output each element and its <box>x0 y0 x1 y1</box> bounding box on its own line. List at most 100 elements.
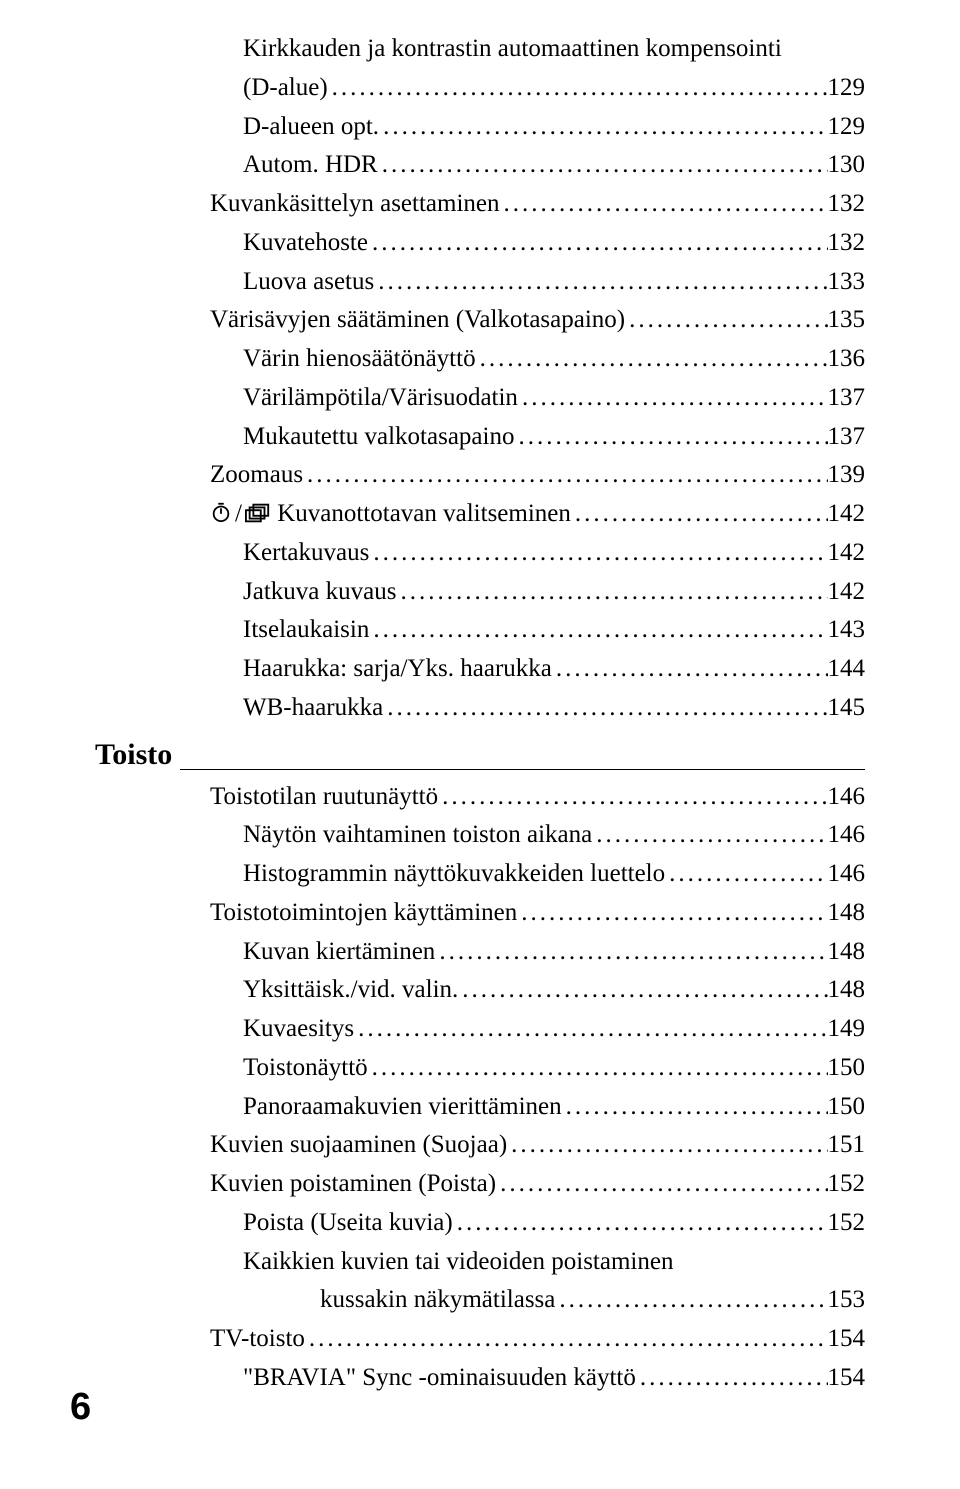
toc-entry-page: 132 <box>828 185 866 224</box>
toc-dots <box>552 650 828 689</box>
toc-entry: Haarukka: sarja/Yks. haarukka144 <box>95 650 865 689</box>
toc-entry-label: Kuvaesitys <box>243 1010 354 1049</box>
toc-entry-label: Värilämpötila/Värisuodatin <box>243 379 518 418</box>
toc-dots <box>378 146 828 185</box>
toc-entry-page: 133 <box>828 263 866 302</box>
toc-entry: Histogrammin näyttökuvakkeiden luettelo1… <box>95 855 865 894</box>
toc-entry: Kertakuvaus 142 <box>95 534 865 573</box>
toc-dots <box>555 1281 827 1320</box>
toc-dots <box>507 1126 827 1165</box>
toc-entry: Autom. HDR130 <box>95 146 865 185</box>
toc-entry-page: 142 <box>828 495 866 534</box>
toc-entry: Itselaukaisin 143 <box>95 611 865 650</box>
toc-dots <box>383 689 827 728</box>
toc-dots <box>665 855 827 894</box>
toc-entry-page: 148 <box>828 894 866 933</box>
section-row: Toisto <box>95 734 865 776</box>
toc-entries-top: Kirkkauden ja kontrastin automaattinen k… <box>95 30 865 728</box>
toc-entry: Näytön vaihtaminen toiston aikana 146 <box>95 816 865 855</box>
toc-entry: Kuvien poistaminen (Poista)152 <box>95 1165 865 1204</box>
toc-entry: kussakin näkymätilassa153 <box>95 1281 865 1320</box>
toc-entry: Kuvien suojaaminen (Suojaa)151 <box>95 1126 865 1165</box>
toc-entry-page: 146 <box>828 816 866 855</box>
toc-page: Kirkkauden ja kontrastin automaattinen k… <box>0 0 960 1398</box>
toc-entry-label: Haarukka: sarja/Yks. haarukka <box>243 650 552 689</box>
toc-entry-page: 143 <box>828 611 866 650</box>
toc-entry-page: 150 <box>828 1049 866 1088</box>
toc-entry-page: 136 <box>828 340 866 379</box>
toc-dots <box>496 1165 827 1204</box>
toc-entry-page: 142 <box>828 573 866 612</box>
toc-dots <box>435 933 827 972</box>
toc-entry: Poista (Useita kuvia) 152 <box>95 1204 865 1243</box>
toc-dots <box>354 1010 827 1049</box>
toc-dots <box>500 185 828 224</box>
toc-entry-label: "BRAVIA" Sync -ominaisuuden käyttö <box>243 1359 636 1398</box>
toc-entry-label: Zoomaus <box>210 456 303 495</box>
toc-dots <box>374 263 827 302</box>
toc-entry: Kuvatehoste 132 <box>95 224 865 263</box>
toc-entry-label: Panoraamakuvien vierittäminen <box>243 1088 562 1127</box>
toc-dots <box>438 778 827 817</box>
toc-entry: Toistotoimintojen käyttäminen 148 <box>95 894 865 933</box>
toc-entry-page: 154 <box>828 1359 866 1398</box>
toc-dots <box>396 573 827 612</box>
toc-dots <box>518 379 828 418</box>
toc-dots <box>625 301 827 340</box>
toc-entry-page: 132 <box>828 224 866 263</box>
section-title: Toisto <box>95 734 180 776</box>
toc-entry-page: 137 <box>828 379 866 418</box>
toc-entry: Toistonäyttö 150 <box>95 1049 865 1088</box>
toc-entry-label: Yksittäisk./vid. valin. <box>243 971 458 1010</box>
page-number: 6 <box>70 1386 91 1429</box>
toc-entry-label: Kirkkauden ja kontrastin automaattinen k… <box>243 30 782 69</box>
toc-entry-page: 148 <box>828 933 866 972</box>
toc-entry: D-alueen opt.129 <box>95 108 865 147</box>
toc-entry: Värin hienosäätönäyttö136 <box>95 340 865 379</box>
toc-dots <box>369 534 827 573</box>
toc-entry-label: Näytön vaihtaminen toiston aikana <box>243 816 592 855</box>
toc-entry-page: 129 <box>828 69 866 108</box>
toc-dots <box>592 816 827 855</box>
toc-entry-page: 152 <box>828 1165 866 1204</box>
toc-entry: Kuvankäsittelyn asettaminen 132 <box>95 185 865 224</box>
toc-entry: Värisävyjen säätäminen (Valkotasapaino) 1… <box>95 301 865 340</box>
toc-entry-page: 153 <box>828 1281 866 1320</box>
toc-entry-label: Jatkuva kuvaus <box>243 573 396 612</box>
toc-entry-label: Kuvankäsittelyn asettaminen <box>210 185 500 224</box>
toc-entry-label: Kertakuvaus <box>243 534 369 573</box>
toc-entry: Kuvan kiertäminen148 <box>95 933 865 972</box>
toc-entry-page: 142 <box>828 534 866 573</box>
toc-entry-page: 135 <box>828 301 866 340</box>
toc-entry-label: WB-haarukka <box>243 689 383 728</box>
toc-entry-label: Kaikkien kuvien tai videoiden poistamine… <box>243 1243 673 1282</box>
toc-entry-label: Toistotoimintojen käyttäminen <box>210 894 517 933</box>
toc-entry: Zoomaus139 <box>95 456 865 495</box>
toc-entry-label: Toistotilan ruutunäyttö <box>210 778 438 817</box>
toc-dots <box>328 69 828 108</box>
toc-entry-page: 154 <box>828 1320 866 1359</box>
toc-entry: Kirkkauden ja kontrastin automaattinen k… <box>95 30 865 69</box>
toc-entry: Värilämpötila/Värisuodatin 137 <box>95 379 865 418</box>
toc-entry-page: 150 <box>828 1088 866 1127</box>
toc-dots <box>305 1320 828 1359</box>
toc-entries-bottom: Toistotilan ruutunäyttö146Näytön vaihtam… <box>95 778 865 1398</box>
toc-entry-label: Toistonäyttö <box>243 1049 368 1088</box>
toc-entry-page: 137 <box>828 418 866 457</box>
toc-dots <box>476 340 828 379</box>
toc-dots <box>517 894 827 933</box>
toc-entry-page: 129 <box>828 108 866 147</box>
toc-dots <box>453 1204 828 1243</box>
toc-entry-label: (D-alue) <box>243 69 328 108</box>
toc-entry-label: Värisävyjen säätäminen (Valkotasapaino) <box>210 301 625 340</box>
toc-entry: TV-toisto154 <box>95 1320 865 1359</box>
toc-entry-page: 152 <box>828 1204 866 1243</box>
toc-entry: Kaikkien kuvien tai videoiden poistamine… <box>95 1243 865 1282</box>
toc-entry-page: 146 <box>828 855 866 894</box>
toc-dots <box>368 1049 828 1088</box>
toc-entry-label: Kuvatehoste <box>243 224 368 263</box>
toc-dots <box>303 456 827 495</box>
toc-entry-label: Poista (Useita kuvia) <box>243 1204 453 1243</box>
toc-entry-label: Itselaukaisin <box>243 611 369 650</box>
toc-entry-page: 149 <box>828 1010 866 1049</box>
